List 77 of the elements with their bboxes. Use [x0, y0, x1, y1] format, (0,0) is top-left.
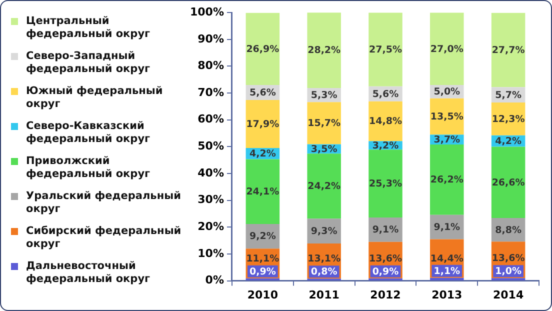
data-label: 27,5% — [369, 44, 402, 56]
data-label: 13,5% — [430, 111, 464, 122]
y-tick-label: 80% — [198, 59, 224, 72]
data-label: 17,9% — [246, 119, 280, 130]
bar — [430, 144, 464, 215]
data-label: 13,6% — [369, 253, 402, 264]
data-label: 8,8% — [495, 224, 522, 236]
x-tick-label: 2014 — [492, 288, 524, 302]
data-label: 12,3% — [492, 114, 526, 125]
x-tick-label: 2010 — [247, 288, 278, 302]
data-label: 15,7% — [308, 118, 342, 130]
data-label: 3,2% — [372, 140, 400, 152]
data-label: 9,1% — [434, 222, 461, 233]
y-tick-label: 40% — [198, 166, 224, 180]
bar — [368, 150, 402, 218]
y-tick-label: 20% — [198, 220, 224, 234]
legend-label: Южный федеральный округ — [26, 85, 164, 111]
legend-label: Приволжский федеральный округ — [26, 155, 152, 181]
bar — [246, 100, 280, 148]
data-label: 4,2% — [495, 136, 522, 148]
data-label: 13,1% — [308, 254, 342, 265]
data-label: 24,2% — [308, 181, 342, 192]
data-label: 0,9% — [250, 266, 276, 278]
data-label: 26,6% — [492, 177, 526, 188]
data-label: 14,8% — [369, 116, 402, 128]
bar — [430, 12, 464, 86]
data-label: 1,0% — [495, 266, 522, 278]
bar — [307, 154, 341, 219]
data-label: 27,0% — [430, 44, 464, 55]
x-tick-label: 2011 — [308, 288, 340, 302]
data-label: 3,5% — [310, 144, 338, 155]
y-tick-label: 90% — [198, 32, 224, 46]
legend-label: Сибирский федеральный округ — [26, 225, 182, 251]
data-label: 24,1% — [246, 186, 280, 198]
data-label: 5,7% — [495, 90, 522, 101]
data-label: 9,1% — [372, 224, 400, 236]
data-label: 0,9% — [372, 266, 400, 278]
legend-label: Уральский федеральный округ — [26, 190, 182, 216]
bar — [307, 102, 341, 144]
y-tick-label: 70% — [198, 86, 224, 99]
x-tick-label: 2013 — [432, 288, 462, 302]
data-label: 1,1% — [434, 266, 461, 277]
legend-label: Северо-Кавказский федеральный округ — [26, 120, 152, 146]
bar — [246, 159, 280, 224]
data-label: 0,8% — [310, 266, 338, 278]
data-label: 27,7% — [492, 44, 526, 56]
data-label: 3,7% — [434, 134, 461, 146]
data-label: 11,1% — [246, 253, 280, 264]
data-label: 5,6% — [372, 88, 400, 100]
data-label: 9,3% — [310, 226, 338, 238]
y-tick-label: 50% — [198, 140, 224, 153]
data-label: 25,3% — [369, 178, 402, 190]
data-label: 9,2% — [250, 231, 276, 242]
x-tick-label: 2012 — [370, 288, 401, 302]
y-tick-label: 10% — [198, 246, 224, 260]
y-tick-label: 100% — [190, 5, 224, 18]
data-label: 14,4% — [430, 254, 464, 265]
legend-label: Центральный федеральный округ — [26, 15, 152, 41]
y-tick-label: 30% — [198, 193, 224, 206]
bar — [368, 12, 402, 86]
bar — [368, 101, 402, 142]
data-label: 5,6% — [250, 87, 276, 98]
legend-label: Дальневосточный федеральный округ — [26, 260, 152, 286]
bar — [491, 146, 526, 218]
data-label: 26,9% — [246, 44, 280, 55]
bar — [307, 12, 341, 88]
bar — [246, 12, 280, 86]
y-tick-label: 60% — [198, 112, 224, 126]
y-tick-label: 0% — [205, 274, 224, 287]
data-label: 5,3% — [310, 90, 338, 102]
data-label: 4,2% — [250, 148, 276, 160]
legend-label: Северо-Западный федеральный округ — [26, 50, 152, 76]
data-label: 5,0% — [434, 86, 461, 98]
data-label: 26,2% — [430, 174, 464, 186]
bar — [491, 12, 526, 88]
data-label: 28,2% — [308, 45, 342, 56]
data-label: 13,6% — [492, 253, 526, 264]
